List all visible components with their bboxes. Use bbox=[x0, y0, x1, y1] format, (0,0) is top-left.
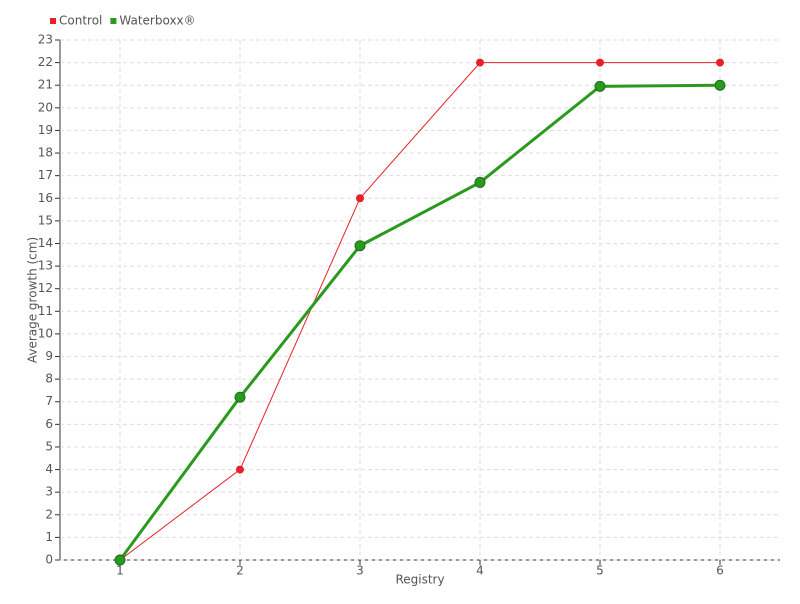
x-axis-label: Registry bbox=[395, 573, 444, 587]
legend-label: Waterboxx® bbox=[119, 14, 195, 28]
point bbox=[114, 554, 126, 566]
y-tick-label: 9 bbox=[45, 349, 53, 363]
point bbox=[356, 194, 364, 203]
y-tick-label: 0 bbox=[45, 553, 53, 567]
y-tick-label: 4 bbox=[45, 462, 53, 476]
point bbox=[716, 58, 724, 67]
point bbox=[234, 391, 246, 403]
x-tick-label: 4 bbox=[476, 564, 484, 578]
y-tick-label: 17 bbox=[38, 168, 53, 182]
y-tick-label: 5 bbox=[45, 439, 53, 453]
y-tick-label: 10 bbox=[38, 326, 53, 340]
y-tick-label: 13 bbox=[38, 259, 53, 273]
y-tick-label: 12 bbox=[38, 281, 53, 295]
x-tick-label: 3 bbox=[356, 564, 364, 578]
legend-swatch bbox=[110, 18, 117, 24]
y-tick-label: 2 bbox=[45, 507, 53, 521]
x-tick-label: 2 bbox=[236, 564, 244, 578]
legend-label: Control bbox=[59, 14, 102, 28]
point bbox=[474, 176, 486, 188]
point bbox=[476, 58, 484, 67]
x-tick-label: 5 bbox=[596, 564, 604, 578]
y-tick-label: 15 bbox=[38, 213, 53, 227]
y-tick-label: 7 bbox=[45, 394, 53, 408]
y-tick-label: 11 bbox=[38, 304, 53, 318]
y-tick-label: 18 bbox=[38, 146, 53, 160]
point bbox=[596, 58, 604, 67]
point bbox=[236, 465, 244, 474]
y-tick-label: 6 bbox=[45, 417, 53, 431]
x-tick-label: 6 bbox=[716, 564, 724, 578]
y-tick-label: 3 bbox=[45, 485, 53, 499]
point bbox=[354, 240, 366, 252]
y-tick-label: 8 bbox=[45, 372, 53, 386]
y-tick-label: 20 bbox=[38, 100, 53, 114]
y-axis-label: Average growth (cm) bbox=[26, 237, 40, 363]
y-tick-label: 23 bbox=[38, 33, 53, 47]
legend-swatch bbox=[50, 18, 56, 24]
y-tick-label: 22 bbox=[38, 55, 53, 69]
x-tick-label: 1 bbox=[116, 564, 124, 578]
y-tick-label: 14 bbox=[38, 236, 53, 250]
point bbox=[714, 79, 726, 91]
series-line bbox=[118, 83, 721, 561]
series-line bbox=[119, 62, 720, 561]
point bbox=[594, 80, 606, 92]
y-tick-label: 1 bbox=[45, 530, 53, 544]
y-tick-label: 19 bbox=[38, 123, 53, 137]
y-tick-label: 16 bbox=[38, 191, 53, 205]
y-tick-label: 21 bbox=[38, 78, 53, 92]
